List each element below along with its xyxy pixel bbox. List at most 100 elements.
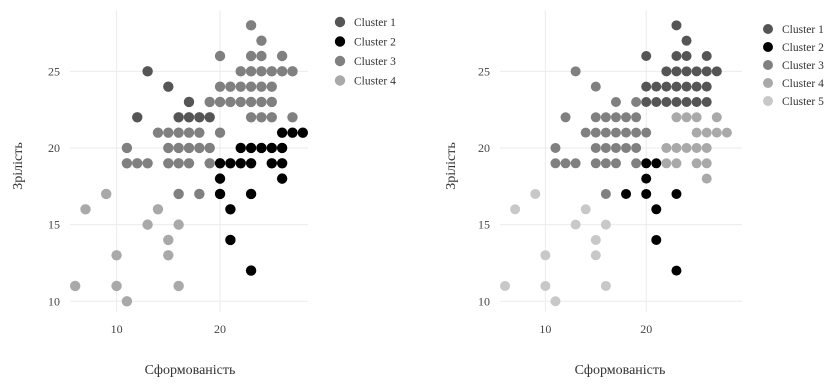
data-point <box>651 204 662 215</box>
x-axis-title: Сформованість <box>145 363 236 378</box>
data-point <box>235 158 246 169</box>
data-point <box>610 112 621 123</box>
legend-label: Cluster 3 <box>782 60 824 72</box>
data-point <box>287 127 298 138</box>
data-point <box>701 81 712 92</box>
data-point <box>297 127 309 138</box>
data-point <box>681 35 692 46</box>
scatter-panel-2: 10 20 10 15 20 25 Сформованість Зрілість Cluster… <box>444 10 824 378</box>
data-point <box>142 66 153 77</box>
legend-marker <box>763 60 773 70</box>
data-point <box>214 173 226 184</box>
legend: Cluster 1 Cluster 2 Cluster 3 Cluster 4 Clus… <box>763 24 824 108</box>
data-point <box>701 142 712 153</box>
data-point <box>651 234 662 245</box>
data-point <box>256 50 267 62</box>
data-point <box>641 158 652 169</box>
data-point <box>111 280 122 292</box>
legend-marker <box>334 36 346 47</box>
data-point <box>142 158 153 169</box>
series-2 <box>621 158 682 276</box>
y-tick-label: 15 <box>48 218 60 232</box>
data-point <box>163 81 174 92</box>
data-point <box>183 142 195 154</box>
data-point <box>69 280 81 292</box>
legend-marker <box>334 55 346 67</box>
data-point <box>183 127 195 138</box>
legend-label: Cluster 5 <box>782 96 824 108</box>
legend-marker <box>763 42 773 52</box>
data-point <box>530 188 541 199</box>
data-point <box>661 142 672 153</box>
data-point <box>600 158 611 169</box>
data-point <box>276 66 288 77</box>
series-5 <box>500 188 611 307</box>
data-point <box>621 127 632 138</box>
data-point <box>651 81 662 92</box>
data-point <box>510 204 521 215</box>
data-point <box>276 158 288 169</box>
x-tick-label: 20 <box>640 322 652 336</box>
data-point <box>681 112 692 123</box>
data-point <box>121 296 133 307</box>
data-point <box>276 127 288 138</box>
data-point <box>671 81 682 92</box>
data-point <box>266 158 277 169</box>
data-point <box>256 112 267 123</box>
data-point <box>173 112 184 123</box>
data-point <box>245 188 257 200</box>
data-point <box>560 158 571 169</box>
data-point <box>245 158 257 169</box>
data-point <box>194 112 205 123</box>
legend: Cluster 1 Cluster 2 Cluster 3 Cluster 4 <box>334 16 396 88</box>
data-point <box>651 96 662 107</box>
data-point <box>711 66 722 77</box>
data-point <box>163 234 174 246</box>
data-point <box>204 112 215 123</box>
data-point <box>163 127 174 138</box>
data-point <box>610 158 621 169</box>
data-point <box>600 127 611 138</box>
series-1 <box>132 66 215 123</box>
data-point <box>600 219 611 230</box>
data-point <box>701 158 712 169</box>
data-point <box>121 158 133 169</box>
data-point <box>701 66 712 77</box>
data-point <box>610 96 621 107</box>
data-point <box>194 188 205 200</box>
data-point <box>256 142 267 154</box>
data-point <box>711 127 722 138</box>
y-tick-label: 10 <box>478 294 490 308</box>
data-point <box>173 188 184 200</box>
data-point <box>287 66 298 77</box>
data-point <box>540 250 551 261</box>
data-point <box>661 96 672 107</box>
data-point <box>80 204 91 215</box>
series-4 <box>69 188 184 307</box>
data-point <box>245 20 257 31</box>
data-point <box>111 250 122 261</box>
legend-marker <box>334 16 346 28</box>
x-tick-label: 10 <box>111 322 123 336</box>
data-point <box>173 219 184 230</box>
data-point <box>701 50 712 61</box>
data-point <box>641 127 652 138</box>
data-point <box>173 142 184 154</box>
data-point <box>631 127 642 138</box>
data-point <box>671 20 682 31</box>
y-tick-label: 15 <box>478 218 490 232</box>
data-point <box>691 66 702 77</box>
data-point <box>214 50 226 62</box>
legend-label: Cluster 4 <box>782 78 824 90</box>
data-point <box>163 158 174 169</box>
data-point <box>691 112 702 123</box>
data-point <box>550 142 561 153</box>
series-2 <box>214 127 309 276</box>
data-point <box>266 142 277 154</box>
data-point <box>225 81 236 92</box>
series-3 <box>121 20 298 200</box>
y-tick-label: 20 <box>478 141 490 155</box>
data-point <box>183 158 195 169</box>
data-point <box>245 66 257 77</box>
